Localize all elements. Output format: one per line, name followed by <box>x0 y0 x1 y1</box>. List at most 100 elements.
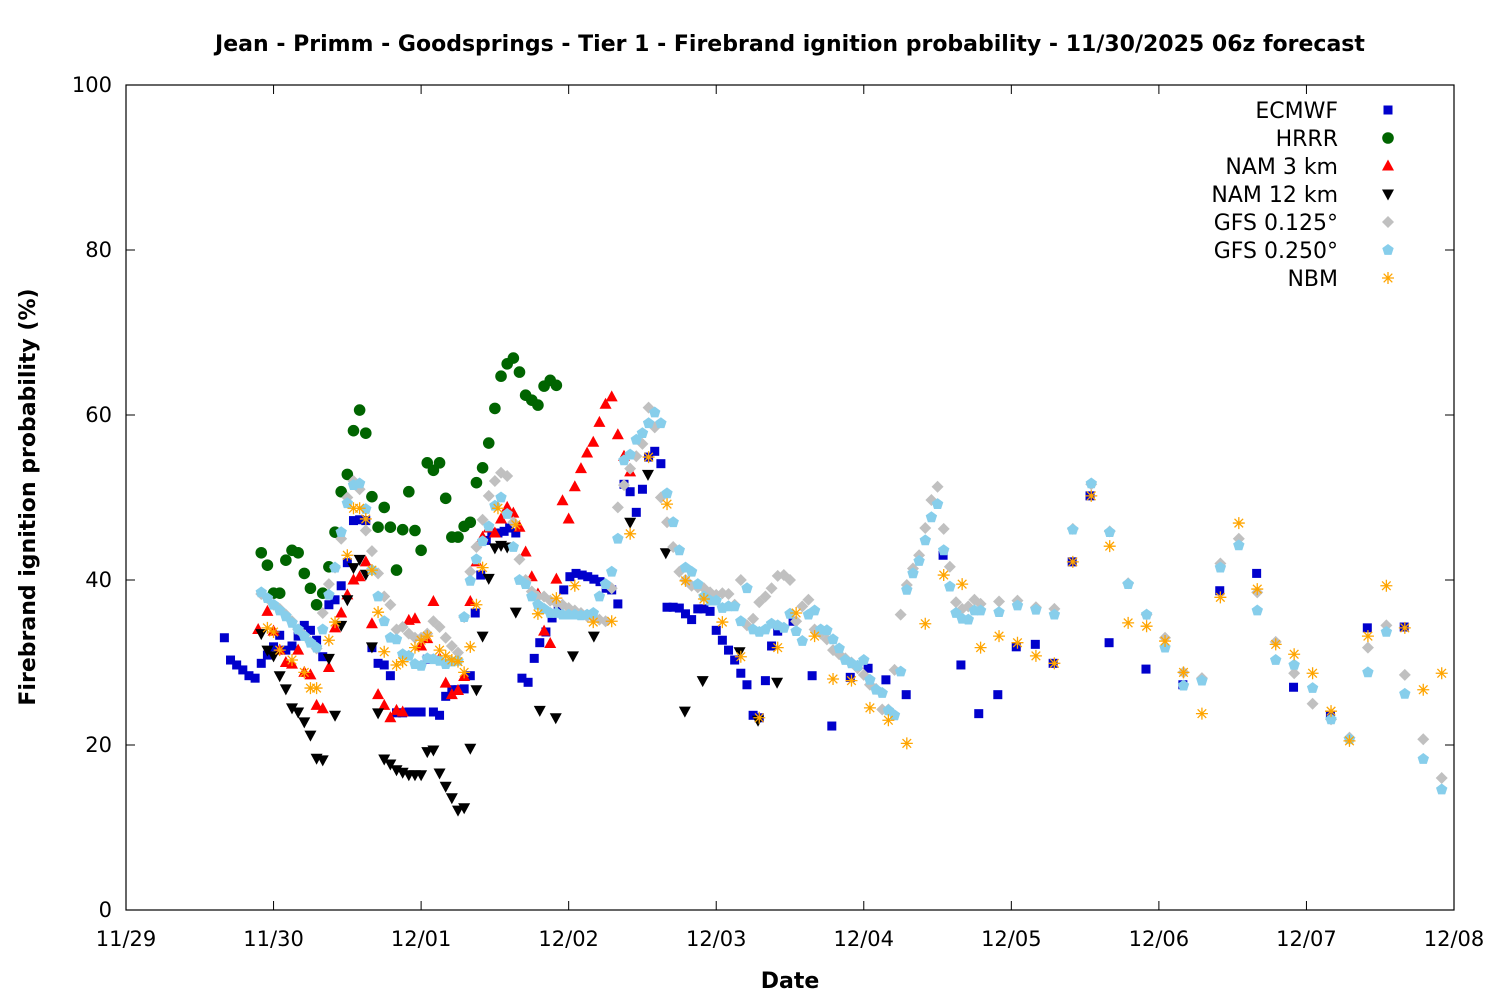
point-ecmwf <box>305 625 315 635</box>
point-ecmwf <box>523 677 533 687</box>
point-ecmwf <box>807 671 817 681</box>
point-hrrr <box>378 501 391 514</box>
point-gfs-0-250 <box>1104 526 1116 537</box>
point-gfs-0-250 <box>1048 608 1061 620</box>
point-ecmwf <box>845 672 855 682</box>
point-ecmwf <box>680 609 690 619</box>
y-tick-label: 40 <box>85 568 112 592</box>
point-gfs-0-250 <box>642 417 655 429</box>
point-hrrr <box>353 404 366 416</box>
point-gfs-0-250 <box>280 610 292 622</box>
point-hrrr <box>489 402 501 415</box>
point-gfs-0-250 <box>925 511 938 523</box>
point-nbm <box>734 650 747 663</box>
point-ecmwf <box>650 446 660 456</box>
point-ecmwf <box>711 625 721 635</box>
point-gfs-0-125 <box>759 590 772 603</box>
point-nbm <box>1343 734 1356 747</box>
point-nam-3-km <box>359 555 372 567</box>
point-gfs-0-250 <box>372 590 384 602</box>
point-gfs-0-250 <box>710 594 722 606</box>
legend-marker-nam-12-km <box>1382 189 1394 201</box>
point-ecmwf <box>465 671 475 681</box>
point-gfs-0-250 <box>1270 654 1282 665</box>
point-gfs-0-250 <box>636 427 649 438</box>
point-ecmwf <box>244 671 254 681</box>
point-ecmwf <box>416 707 426 717</box>
point-ecmwf <box>312 635 322 645</box>
point-nam-12-km <box>752 715 765 727</box>
point-ecmwf <box>1011 642 1021 652</box>
legend-label: NAM 12 km <box>1211 183 1338 208</box>
point-nam-3-km <box>408 612 421 624</box>
point-hrrr <box>433 457 446 469</box>
point-gfs-0-250 <box>876 687 888 698</box>
point-ecmwf <box>299 620 309 630</box>
point-nbm <box>476 561 489 574</box>
point-nbm <box>464 640 477 653</box>
point-nam-12-km <box>286 703 298 715</box>
point-nbm <box>1269 638 1282 651</box>
point-nam-12-km <box>378 754 391 766</box>
point-nam-3-km <box>464 594 477 606</box>
x-tick-label: 12/01 <box>391 927 452 951</box>
point-ecmwf <box>863 663 873 673</box>
point-ecmwf <box>529 653 539 663</box>
point-nam-3-km <box>488 526 501 538</box>
point-gfs-0-250 <box>741 582 753 594</box>
point-hrrr <box>495 370 507 383</box>
point-nbm <box>1398 621 1411 634</box>
point-ecmwf <box>342 558 352 568</box>
point-gfs-0-125 <box>1398 668 1411 681</box>
point-nbm <box>372 606 385 619</box>
point-nam-3-km <box>519 545 532 557</box>
point-nam-12-km <box>329 710 342 722</box>
legend-label: GFS 0.250° <box>1214 239 1338 264</box>
point-nam-12-km <box>696 676 709 688</box>
point-nbm <box>550 592 563 605</box>
point-hrrr <box>482 437 495 449</box>
point-gfs-0-125 <box>747 612 760 625</box>
x-tick-label: 12/07 <box>1276 927 1337 951</box>
point-gfs-0-125 <box>1417 733 1430 746</box>
point-gfs-0-250 <box>735 615 747 627</box>
point-ecmwf <box>748 710 758 720</box>
point-nbm <box>445 654 458 667</box>
point-nbm <box>1140 620 1153 633</box>
point-nbm <box>790 607 803 619</box>
point-gfs-0-250 <box>292 623 304 635</box>
point-gfs-0-125 <box>734 574 747 586</box>
point-ecmwf <box>637 484 647 494</box>
point-ecmwf <box>1289 682 1299 692</box>
point-gfs-0-250 <box>901 583 913 595</box>
point-gfs-0-125 <box>1288 667 1301 680</box>
point-ecmwf <box>404 707 414 717</box>
point-ecmwf <box>232 660 242 670</box>
point-gfs-0-125 <box>919 522 932 535</box>
point-nbm <box>1195 707 1208 720</box>
point-gfs-0-125 <box>1306 697 1319 710</box>
point-ecmwf <box>705 606 715 616</box>
point-nbm <box>1122 616 1135 629</box>
point-nbm <box>919 617 932 630</box>
point-ecmwf <box>459 684 469 694</box>
point-gfs-0-125 <box>931 480 944 493</box>
point-nam-12-km <box>771 677 784 689</box>
point-ecmwf <box>668 602 678 612</box>
point-ecmwf <box>318 652 328 662</box>
point-gfs-0-250 <box>667 516 679 528</box>
x-tick-label: 12/06 <box>1129 927 1190 951</box>
point-gfs-0-250 <box>692 578 704 589</box>
point-gfs-0-125 <box>624 462 637 475</box>
point-hrrr <box>261 559 274 571</box>
point-ecmwf <box>505 523 515 533</box>
point-gfs-0-125 <box>396 621 409 634</box>
point-hrrr <box>390 564 403 576</box>
point-gfs-0-250 <box>483 520 495 532</box>
point-hrrr <box>273 587 286 599</box>
point-gfs-0-250 <box>464 574 476 586</box>
point-nbm <box>415 634 428 647</box>
point-nam-12-km <box>347 563 360 575</box>
point-nbm <box>661 498 674 511</box>
point-ecmwf <box>250 673 260 683</box>
